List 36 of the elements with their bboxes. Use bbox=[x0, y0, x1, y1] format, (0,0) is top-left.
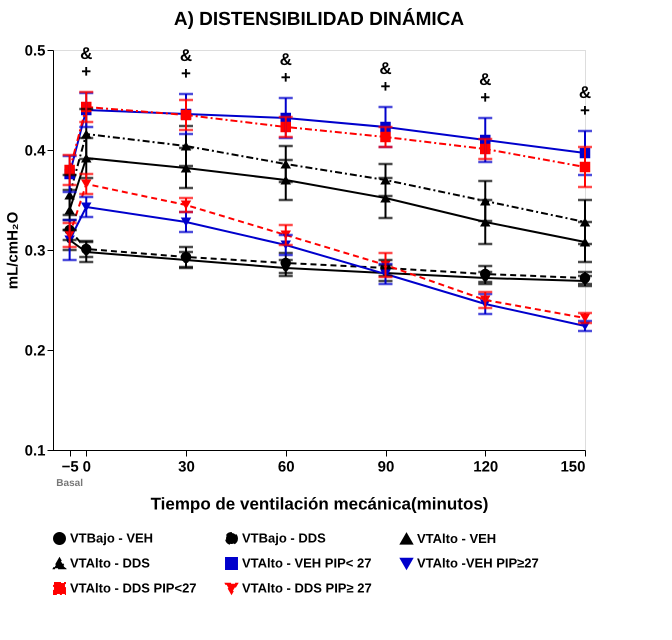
annotation: + bbox=[81, 62, 92, 81]
legend-label: VTAlto - VEH bbox=[417, 530, 496, 546]
x-tick-label: 30 bbox=[178, 458, 195, 476]
legend-label: VTAlto - DDS bbox=[70, 556, 150, 570]
annotation: + bbox=[480, 88, 490, 107]
annotation: + bbox=[580, 101, 590, 120]
annotation: + bbox=[181, 64, 192, 83]
text: Basal bbox=[56, 478, 84, 489]
legend-label: VTAlto - DDS PIP<27 bbox=[70, 580, 197, 596]
legend-label: VTAlto -VEH PIP≥27 bbox=[417, 556, 539, 570]
legend-label: VTBajo - DDS bbox=[242, 530, 326, 546]
x-tick-label: 60 bbox=[278, 458, 295, 476]
y-tick-label: 0.3 bbox=[24, 242, 46, 260]
annotation: + bbox=[280, 68, 291, 87]
x-tick-label: 150 bbox=[560, 458, 586, 476]
annotation: & bbox=[280, 50, 292, 69]
legend-label: VTAlto - VEH PIP< 27 bbox=[242, 556, 372, 570]
x-tick-label: 90 bbox=[378, 458, 394, 476]
annotation: & bbox=[479, 70, 492, 89]
annotation: & bbox=[180, 46, 192, 65]
annotation: & bbox=[578, 83, 592, 102]
y-tick-label: 0.4 bbox=[24, 142, 46, 160]
y-tick-label: 0.2 bbox=[24, 342, 46, 360]
annotation: & bbox=[80, 44, 92, 63]
x-tick-label: 0 bbox=[82, 458, 91, 476]
annotation: + bbox=[380, 77, 391, 96]
legend-label: VTAlto - DDS PIP≥ 27 bbox=[242, 580, 372, 596]
x-axis-title: Tiempo de ventilación mecánica(minutos) bbox=[150, 494, 488, 514]
y-tick-label: 0.5 bbox=[24, 42, 46, 60]
y-axis-title: mL/cmH₂O bbox=[4, 211, 22, 290]
legend-label: VTBajo - VEH bbox=[70, 530, 154, 546]
y-tick-label: 0.1 bbox=[24, 442, 46, 460]
annotation: & bbox=[379, 59, 392, 78]
x-tick-label: 120 bbox=[473, 458, 498, 476]
chart-title: A) DISTENSIBILIDAD DINÁMICA bbox=[174, 8, 464, 30]
x-tick-label: −5 bbox=[62, 458, 79, 476]
